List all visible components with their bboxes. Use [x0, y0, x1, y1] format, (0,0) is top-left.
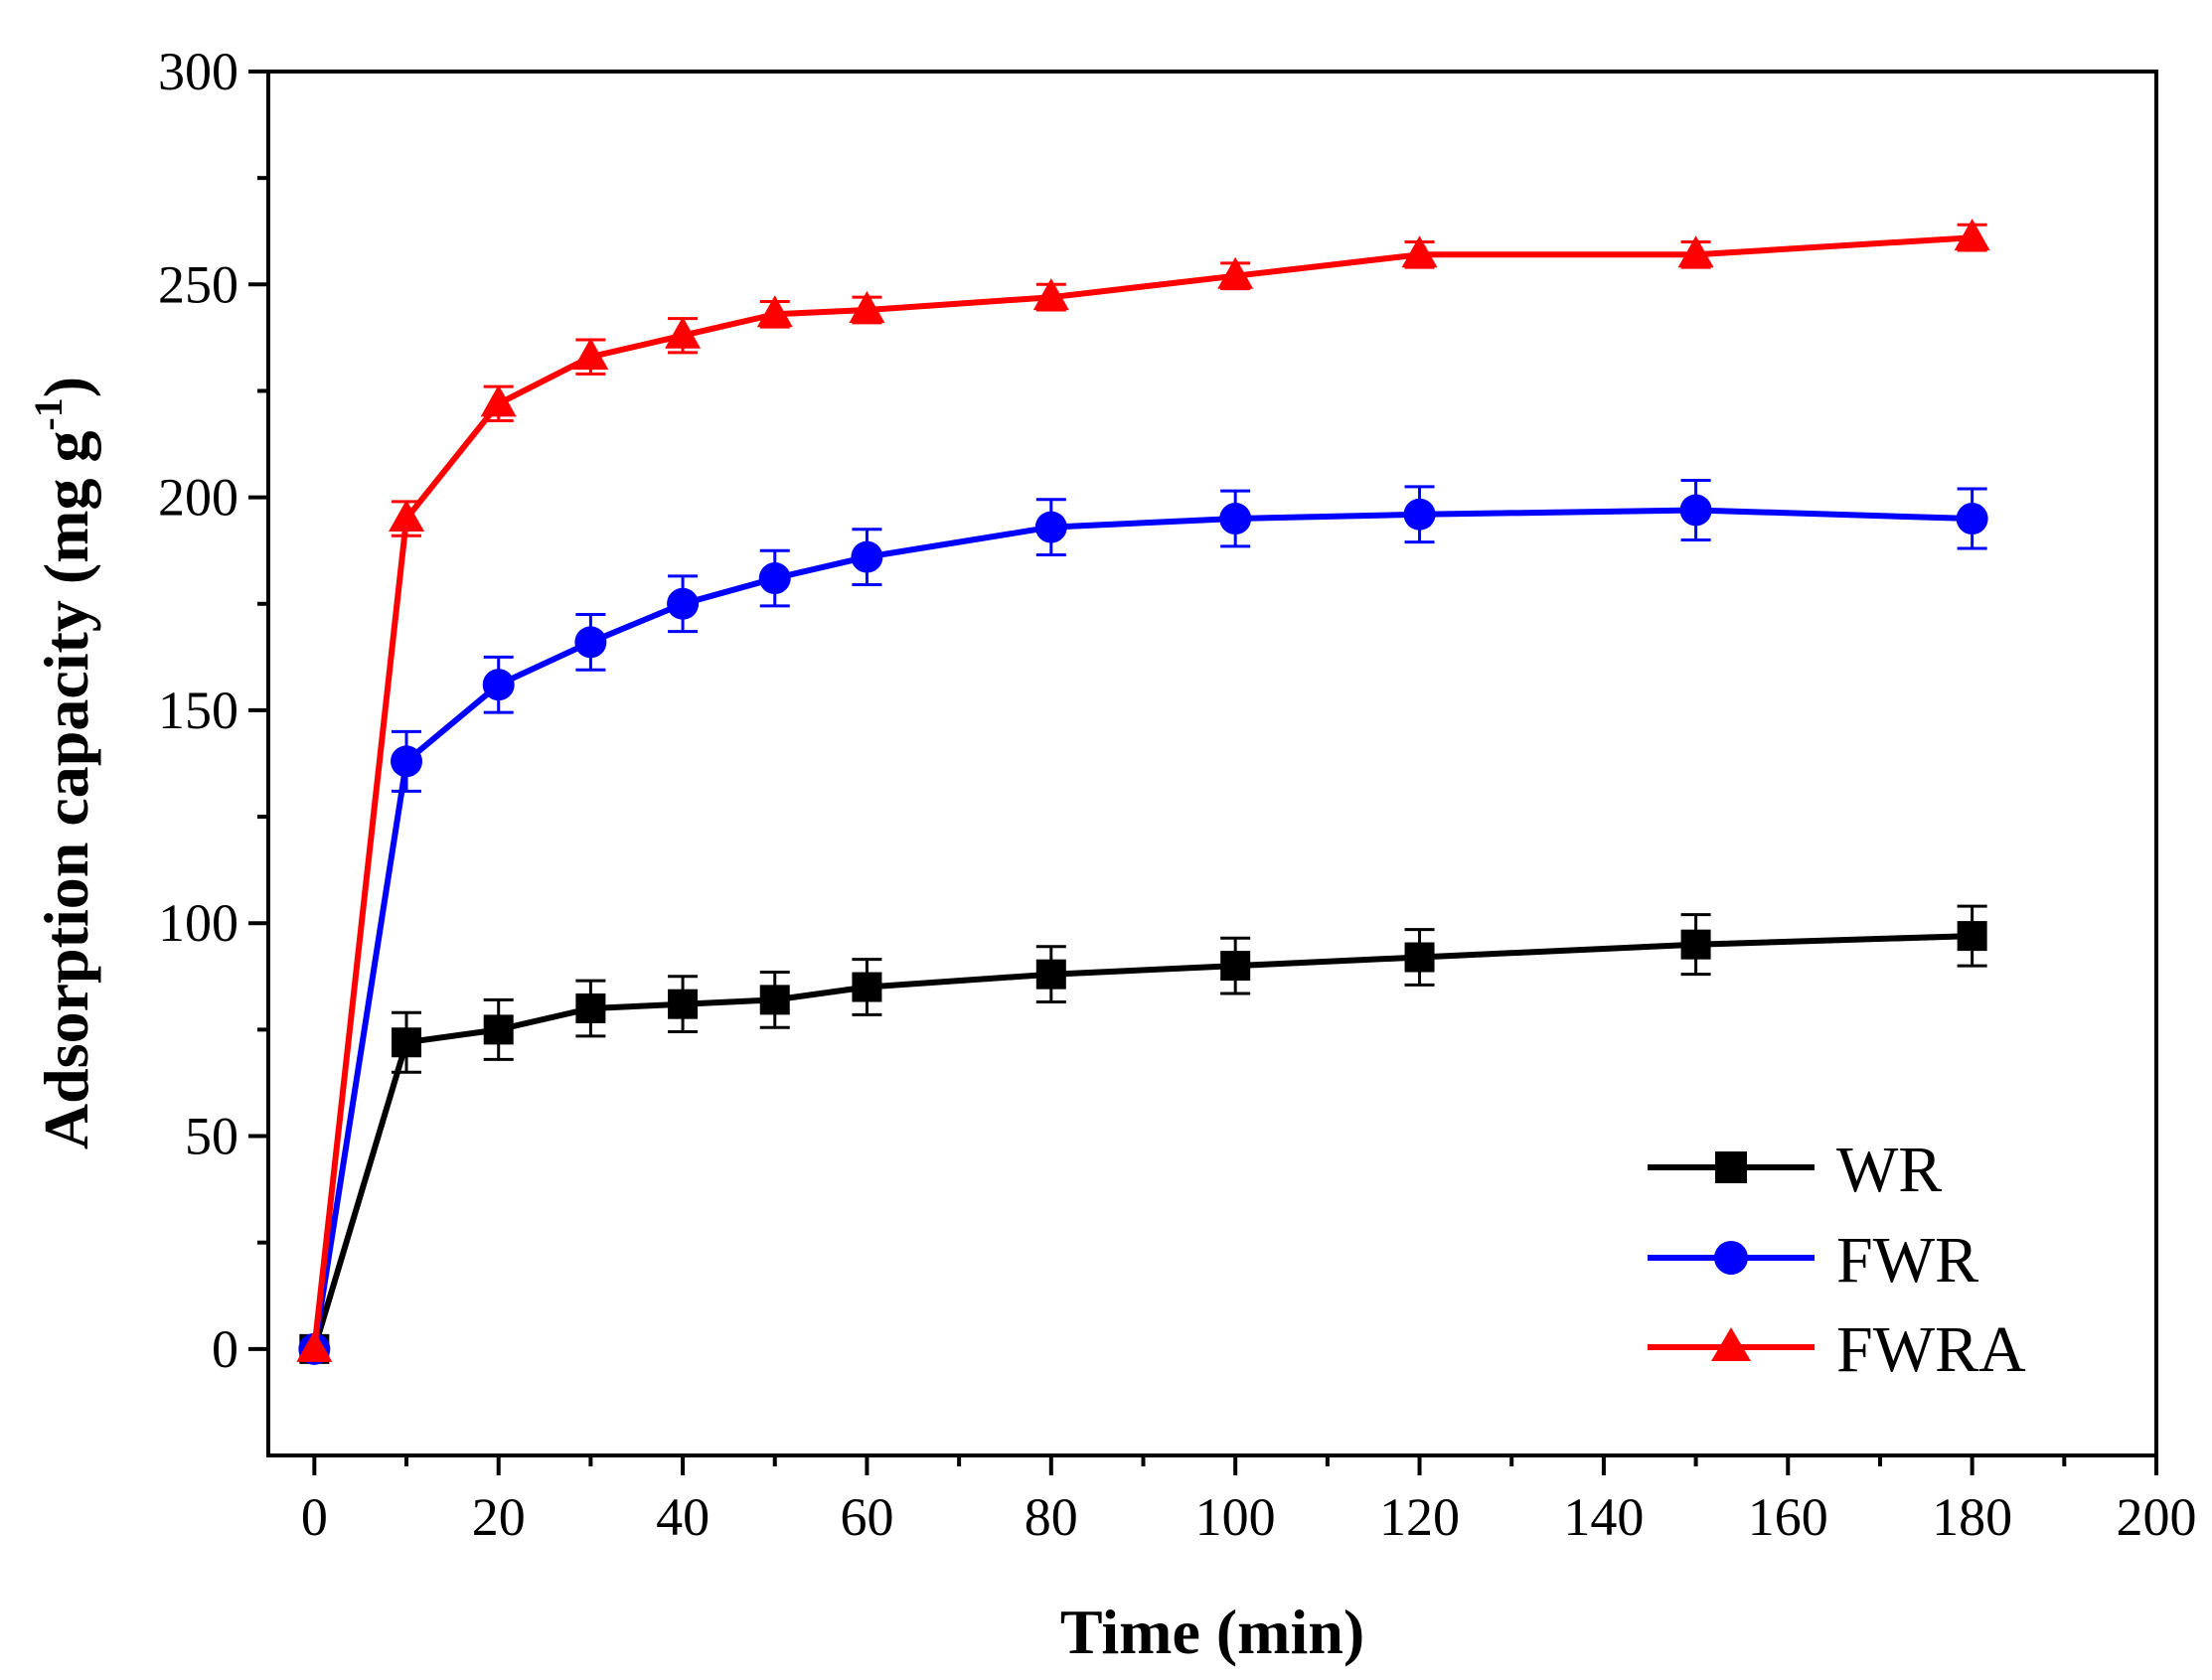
y-axis-title-main: Adsorption capacity (mg g: [31, 431, 101, 1150]
series-line-fwra: [311, 234, 1973, 1350]
data-point-fwra: [389, 500, 425, 533]
y-tick-label: 300: [158, 42, 238, 101]
y-axis-title: Adsorption capacity (mg g-1): [26, 377, 101, 1149]
x-tick-label: 40: [656, 1487, 710, 1547]
data-point-fwr: [482, 669, 515, 701]
plot-frame: [266, 70, 2158, 1457]
data-point-fwra: [480, 384, 517, 417]
x-tick-label: 120: [1379, 1487, 1460, 1547]
data-point-fwra: [1401, 235, 1438, 268]
data-point-fwr: [1679, 494, 1712, 527]
x-tick-label: 160: [1748, 1487, 1828, 1547]
x-tick-label: 80: [1025, 1487, 1078, 1547]
data-point-wr: [668, 989, 699, 1019]
y-tick-label: 250: [158, 254, 238, 314]
x-tick-label: 20: [472, 1487, 526, 1547]
x-tick-label: 60: [840, 1487, 893, 1547]
x-tick-label: 200: [2117, 1487, 2197, 1547]
series-line-wr: [311, 933, 1973, 1350]
data-point-fwr: [1403, 498, 1436, 531]
legend-marker-wr: [1715, 1151, 1747, 1183]
data-point-wr: [483, 1014, 514, 1045]
data-point-fwra: [849, 291, 885, 324]
x-tick-label: 140: [1563, 1487, 1644, 1547]
x-tick-label: 0: [301, 1487, 328, 1547]
data-point-fwra: [572, 338, 609, 371]
data-point-fwr: [851, 540, 883, 573]
y-tick-label: 0: [212, 1319, 238, 1379]
series-fwra: [296, 219, 1990, 1362]
data-point-wr: [1957, 921, 1987, 952]
data-point-wr: [1680, 929, 1711, 960]
y-axis-title-close: ): [31, 377, 101, 397]
data-point-fwra: [665, 316, 702, 349]
x-tick-label: 180: [1932, 1487, 2012, 1547]
data-point-wr: [392, 1027, 422, 1058]
data-point-fwr: [758, 562, 791, 595]
data-point-fwr: [1219, 503, 1252, 535]
y-axis-title-superscript: -1: [26, 397, 71, 430]
data-point-fwra: [1217, 256, 1254, 289]
data-point-fwra: [1677, 235, 1714, 268]
data-point-fwra: [296, 1329, 333, 1362]
legend-entry-fwr: FWR: [1648, 1224, 1978, 1297]
series-wr: [299, 904, 1987, 1364]
data-point-wr: [759, 985, 790, 1015]
series-line-fwr: [311, 507, 1973, 1350]
data-point-fwra: [756, 295, 793, 328]
data-point-wr: [1220, 951, 1251, 982]
series-layer: [296, 219, 1990, 1365]
data-point-wr: [852, 972, 882, 1002]
axis-ticks: 0 20 40 60 80 100 120 140 160 180 200 0 50 100 150 200 2…: [158, 42, 2197, 1547]
y-tick-label: 50: [185, 1107, 238, 1166]
legend-label-fwr: FWR: [1836, 1224, 1978, 1297]
y-tick-label: 200: [158, 468, 238, 528]
data-point-wr: [1035, 959, 1066, 990]
data-point-fwr: [1034, 511, 1067, 543]
x-tick-label: 100: [1195, 1487, 1276, 1547]
legend-label-fwra: FWRA: [1836, 1313, 2026, 1386]
series-fwr: [298, 478, 1988, 1365]
data-point-fwr: [574, 626, 607, 659]
data-point-wr: [1404, 942, 1435, 973]
data-point-wr: [575, 993, 606, 1023]
y-tick-label: 100: [158, 893, 238, 953]
legend-marker-fwr: [1714, 1241, 1748, 1275]
data-point-fwr: [391, 745, 423, 778]
legend-marker-fwra: [1711, 1327, 1751, 1361]
data-point-fwr: [667, 587, 700, 620]
legend-entry-wr: WR: [1648, 1134, 1942, 1206]
data-point-fwra: [1032, 278, 1069, 311]
x-axis-title: Time (min): [1060, 1597, 1364, 1667]
legend-entry-fwra: FWRA: [1648, 1313, 2026, 1386]
data-point-fwr: [1956, 503, 1988, 535]
y-tick-label: 150: [158, 681, 238, 740]
data-point-fwra: [1954, 219, 1990, 251]
legend-label-wr: WR: [1836, 1134, 1942, 1206]
legend: WR FWR FWRA: [1648, 1134, 2026, 1386]
